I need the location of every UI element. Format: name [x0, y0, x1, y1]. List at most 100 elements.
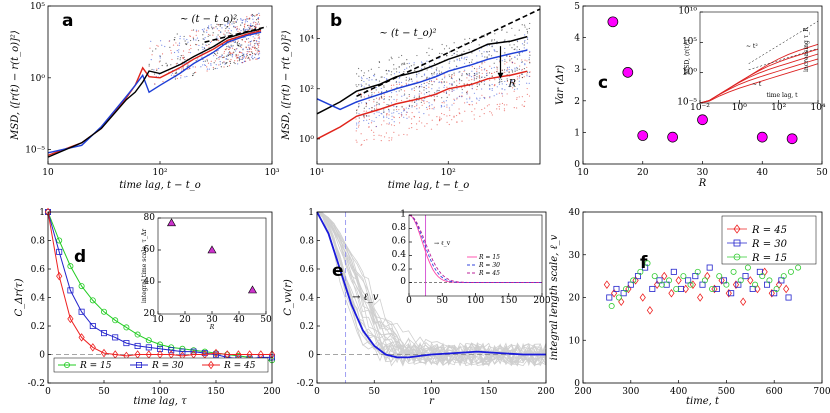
b-noise-point: [395, 68, 397, 70]
a-noise-point: [232, 21, 234, 23]
b-noise-point: [493, 66, 495, 69]
d-series-marker: [123, 324, 130, 331]
a-noise-point: [216, 58, 218, 60]
b-noise-point: [418, 93, 420, 95]
b-noise-point: [473, 114, 475, 116]
b-noise-point: [405, 82, 407, 84]
b-noise-point: [476, 98, 478, 100]
a-noise-point: [197, 39, 200, 42]
b-noise-point: [371, 94, 373, 96]
a-noise-point: [216, 23, 218, 25]
b-noise-point: [378, 99, 380, 101]
b-noise-point: [421, 62, 423, 64]
f-point: [689, 280, 697, 289]
f-point: [661, 271, 668, 281]
a-noise-point: [246, 48, 248, 51]
a-noise-point: [189, 39, 192, 42]
a-noise-point: [221, 54, 223, 57]
b-noise-point: [363, 74, 365, 77]
a-ytick-label: 10⁻⁵: [25, 146, 45, 156]
c-xtick-label: 30: [697, 168, 709, 178]
b-noise-point: [496, 103, 498, 106]
e-xtick-label: 50: [369, 387, 381, 397]
b-noise-point: [474, 74, 476, 76]
a-noise-point: [178, 49, 180, 51]
a-noise-point: [232, 54, 234, 56]
b-ytick-label: 10⁰: [299, 135, 314, 145]
b-noise-point: [464, 69, 466, 71]
b-noise-point: [368, 79, 370, 81]
a-noise-point: [155, 48, 157, 50]
b-noise-point: [363, 96, 366, 98]
a-noise-point: [188, 64, 190, 66]
b-noise-point: [518, 52, 520, 54]
b-noise-point: [519, 65, 521, 67]
b-noise-point: [526, 37, 529, 39]
d-series-marker: [56, 271, 63, 281]
b-noise-point: [448, 109, 451, 111]
b-noise-point: [433, 106, 435, 108]
a-noise-point: [202, 43, 204, 45]
a-noise-point: [236, 28, 239, 30]
f-point: [723, 281, 730, 288]
b-noise-point: [436, 89, 438, 91]
b-noise-point: [431, 84, 433, 86]
a-noise-point: [253, 44, 255, 47]
a-noise-point: [180, 77, 182, 79]
a-noise-point: [225, 58, 227, 60]
b-noise-point: [424, 125, 426, 127]
a-noise-point: [148, 65, 150, 67]
a-noise-point: [248, 18, 250, 20]
b-noise-point: [466, 90, 468, 92]
b-noise-point: [456, 98, 458, 100]
b-noise-point: [489, 111, 491, 113]
b-noise-point: [383, 116, 385, 119]
a-noise-point: [246, 53, 248, 55]
a-noise-point: [235, 53, 237, 56]
b-noise-point: [388, 122, 390, 124]
a-noise-point: [243, 24, 246, 26]
a-noise-point: [228, 32, 230, 34]
a-noise-point: [234, 50, 237, 52]
a-noise-point: [238, 43, 240, 45]
b-noise-point: [476, 76, 478, 78]
b-noise-point: [413, 62, 415, 64]
b-noise-point: [509, 55, 511, 57]
a-noise-point: [258, 54, 260, 56]
b-noise-point: [433, 99, 435, 101]
b-noise-point: [466, 73, 468, 75]
b-noise-point: [388, 111, 390, 113]
b-noise-point: [511, 70, 513, 72]
a-noise-point: [177, 58, 179, 60]
a-noise-point: [225, 55, 228, 57]
b-noise-point: [406, 134, 408, 136]
b-noise-point: [371, 92, 373, 94]
b-noise-point: [390, 102, 393, 104]
f-point: [759, 273, 766, 280]
b-noise-point: [446, 115, 448, 117]
b-noise-point: [489, 85, 491, 87]
a-noise-point: [250, 24, 252, 26]
a-noise-point: [216, 52, 219, 54]
b-noise-point: [356, 141, 358, 143]
b-noise-point: [493, 39, 496, 41]
c-xtick-label: 10: [577, 168, 589, 178]
a-noise-point: [246, 18, 248, 20]
b-noise-point: [398, 71, 400, 73]
b-noise-point: [386, 113, 388, 115]
b-noise-point: [513, 88, 516, 91]
b-noise-point: [523, 68, 526, 70]
e-ytick-label: 0.2: [300, 322, 314, 332]
b-noise-point: [380, 87, 382, 90]
b-noise-point: [491, 75, 493, 77]
b-noise-point: [459, 59, 461, 62]
f-point: [795, 264, 802, 271]
d-series-marker: [56, 237, 63, 244]
c-inset-xlabel: time lag, t: [766, 92, 798, 99]
d-ytick-label: 0.2: [31, 322, 45, 332]
b-noise-point: [380, 135, 382, 137]
b-noise-point: [506, 55, 508, 57]
b-noise-point: [431, 67, 433, 69]
b-noise-point: [414, 101, 416, 103]
a-noise-point: [179, 57, 182, 59]
